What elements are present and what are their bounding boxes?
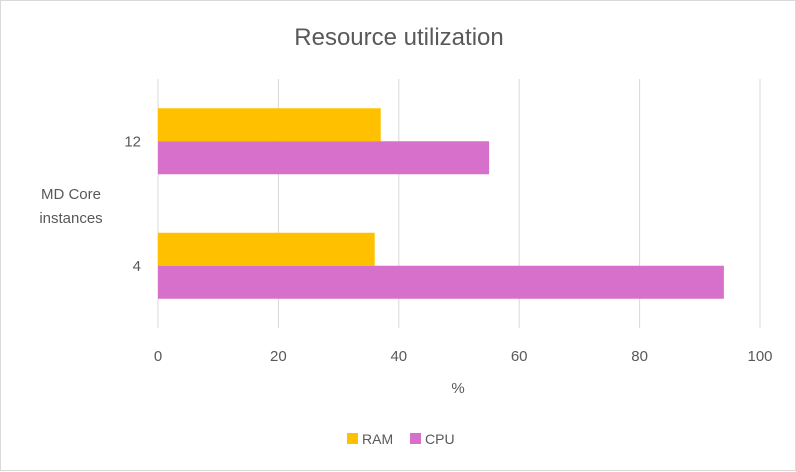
bar-cpu-12 (158, 141, 490, 175)
chart-title: Resource utilization (294, 24, 503, 51)
x-tick-label-2: 40 (390, 348, 407, 365)
bar-ram-4 (158, 232, 375, 266)
x-tick-label-4: 80 (631, 348, 648, 365)
legend-label-cpu: CPU (425, 431, 455, 447)
y-axis-title: MD Core instances (39, 186, 102, 227)
bar-cpu-4 (158, 265, 724, 299)
bar-ram-12 (158, 108, 381, 142)
x-tick-label-1: 20 (270, 348, 287, 365)
x-tick-label-5: 100 (747, 348, 772, 365)
legend-label-ram: RAM (362, 431, 393, 447)
axes: 0 20 40 60 80 100 12 4 (124, 133, 772, 365)
legend-swatch-ram (347, 433, 358, 444)
legend: RAM CPU (347, 431, 455, 447)
x-tick-label-0: 0 (154, 348, 162, 365)
y-tick-label-12: 12 (124, 133, 141, 150)
bars (158, 108, 724, 299)
legend-swatch-cpu (410, 433, 421, 444)
x-tick-label-3: 60 (511, 348, 528, 365)
y-tick-label-4: 4 (133, 258, 141, 275)
x-axis-title: % (451, 380, 464, 397)
